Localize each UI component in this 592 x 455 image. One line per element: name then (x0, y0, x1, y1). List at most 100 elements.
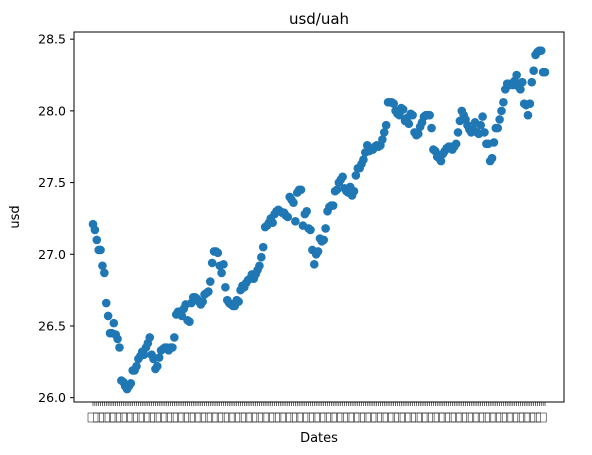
x-tick-label-glyph (450, 412, 462, 423)
x-tick-label-glyph (292, 412, 303, 423)
data-point (398, 105, 408, 114)
data-point (359, 155, 368, 164)
data-point (451, 139, 461, 149)
data-point (255, 261, 264, 271)
data-point (221, 282, 230, 292)
x-tick-label-glyph (263, 412, 275, 423)
x-tick-label-glyph (422, 412, 433, 423)
data-point (309, 260, 319, 269)
x-tick-label-glyph (121, 412, 133, 423)
x-tick-label-glyph (280, 412, 292, 423)
data-points (88, 46, 550, 394)
x-tick-label-glyph (212, 412, 224, 423)
x-tick-label-glyph (428, 412, 439, 423)
x-tick-label-glyph (138, 412, 150, 423)
x-tick-label-glyph (218, 412, 229, 423)
x-tick-label-glyph (303, 412, 314, 423)
x-tick-label-glyph (104, 412, 116, 423)
x-tick-label-glyph (99, 412, 110, 423)
y-axis-ticks: 26.0 26.5 27.0 27.5 28.0 28.5 (38, 32, 74, 405)
x-tick-label-glyph (161, 412, 173, 423)
data-point (427, 123, 436, 133)
y-tick-label: 28.0 (38, 103, 66, 118)
x-tick-label-glyph (246, 412, 258, 423)
x-tick-label-glyph (309, 412, 320, 423)
x-tick-label-glyph (433, 412, 445, 423)
data-point (205, 277, 215, 286)
y-tick-label: 28.5 (38, 32, 66, 47)
data-point (139, 350, 149, 359)
x-tick-label-glyph (535, 412, 547, 423)
data-point (313, 247, 323, 256)
data-point (90, 225, 100, 235)
data-point (540, 67, 550, 77)
data-point (115, 343, 124, 352)
y-axis-label: usd (8, 205, 23, 228)
x-tick-label-glyph (524, 412, 536, 423)
x-tick-label-glyph (377, 412, 388, 423)
x-tick-label-glyph (144, 412, 155, 423)
x-tick-label-glyph (257, 412, 269, 423)
data-point (518, 77, 527, 87)
data-point (413, 129, 423, 139)
data-point (497, 106, 506, 116)
data-point (217, 268, 226, 278)
x-tick-label-glyph (467, 412, 479, 423)
x-tick-label-glyph (269, 412, 280, 423)
x-tick-label-glyph (405, 412, 416, 423)
x-tick-label-glyph (201, 412, 212, 423)
x-tick-label-glyph (229, 412, 241, 423)
x-tick-label-glyph (235, 412, 246, 423)
x-axis-label: Dates (300, 431, 338, 446)
x-tick-label-glyph (479, 412, 490, 423)
data-point (198, 297, 207, 306)
data-point (536, 46, 546, 55)
data-point (525, 99, 535, 109)
x-tick-label-glyph (382, 412, 394, 423)
data-point (96, 245, 105, 255)
data-point (338, 172, 347, 182)
data-point (204, 287, 213, 296)
x-tick-label-glyph (189, 412, 201, 423)
x-tick-label-glyph (155, 412, 167, 423)
x-tick-label-glyph (365, 412, 377, 423)
x-tick-label-glyph (110, 412, 121, 423)
x-tick-label-glyph (462, 412, 473, 423)
data-point (493, 123, 503, 133)
x-tick-label-glyph (507, 412, 519, 423)
x-tick-label-glyph (133, 412, 144, 423)
x-tick-label-glyph (513, 412, 524, 423)
x-tick-label-glyph (320, 412, 331, 423)
x-tick-label-glyph (127, 412, 138, 423)
x-tick-label-glyph (490, 412, 502, 423)
x-tick-label-glyph (331, 412, 343, 423)
x-tick-label-glyph (354, 412, 365, 423)
x-tick-label-glyph (445, 412, 456, 423)
x-tick-labels-overlap (87, 412, 547, 423)
data-point (170, 333, 179, 342)
data-point (379, 128, 389, 137)
x-tick-label-glyph (343, 412, 354, 423)
data-point (145, 333, 155, 342)
plot-frame (73, 31, 565, 403)
data-point (408, 110, 417, 120)
chart-title: usd/uah (289, 10, 349, 28)
data-point (168, 343, 177, 352)
data-point (425, 110, 434, 120)
x-tick-label-glyph (411, 412, 422, 423)
x-tick-label-glyph (388, 412, 399, 423)
data-point (207, 258, 217, 268)
x-tick-label-glyph (496, 412, 507, 423)
data-point (476, 120, 485, 130)
data-point (321, 224, 330, 233)
x-tick-label-glyph (172, 412, 184, 423)
x-tick-label-glyph (518, 412, 530, 423)
x-tick-label-glyph (394, 412, 405, 423)
x-tick-label-glyph (484, 412, 496, 423)
data-point (289, 198, 298, 207)
x-tick-label-glyph (240, 412, 252, 423)
x-axis-ticks (87, 402, 547, 423)
data-point (436, 156, 446, 166)
x-tick-label-glyph (195, 412, 207, 423)
